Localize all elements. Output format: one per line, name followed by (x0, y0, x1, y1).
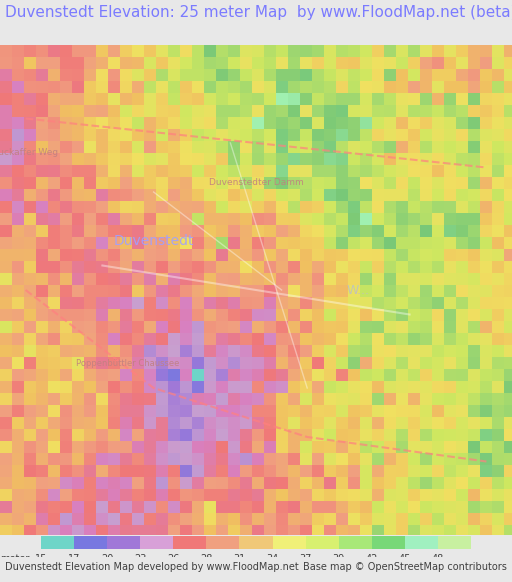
FancyBboxPatch shape (438, 536, 471, 549)
Text: Puckaffer Weg: Puckaffer Weg (0, 148, 58, 157)
Text: Duvenstedter Damm: Duvenstedter Damm (208, 178, 304, 187)
FancyBboxPatch shape (206, 536, 240, 549)
Text: 23: 23 (134, 553, 146, 564)
FancyBboxPatch shape (173, 536, 206, 549)
Text: 37: 37 (300, 553, 312, 564)
FancyBboxPatch shape (74, 536, 107, 549)
Text: Duvenstedt Elevation Map developed by www.FloodMap.net: Duvenstedt Elevation Map developed by ww… (5, 562, 299, 572)
Text: W...: W... (347, 283, 370, 296)
Text: 17: 17 (68, 553, 80, 564)
Text: Duvenstedt Elevation: 25 meter Map  by www.FloodMap.net (beta): Duvenstedt Elevation: 25 meter Map by ww… (5, 5, 512, 20)
Text: 34: 34 (266, 553, 279, 564)
Text: 28: 28 (200, 553, 212, 564)
Text: 42: 42 (366, 553, 378, 564)
Text: Poppenbüttler Chaussee: Poppenbüttler Chaussee (76, 359, 180, 368)
Text: 45: 45 (399, 553, 411, 564)
Text: 39: 39 (333, 553, 345, 564)
FancyBboxPatch shape (272, 536, 306, 549)
FancyBboxPatch shape (372, 536, 405, 549)
Text: 26: 26 (167, 553, 180, 564)
FancyBboxPatch shape (240, 536, 272, 549)
Text: 15: 15 (35, 553, 47, 564)
FancyBboxPatch shape (140, 536, 173, 549)
Text: 31: 31 (233, 553, 246, 564)
Text: meter: meter (0, 553, 29, 564)
FancyBboxPatch shape (306, 536, 339, 549)
FancyBboxPatch shape (41, 536, 74, 549)
FancyBboxPatch shape (107, 536, 140, 549)
Text: Base map © OpenStreetMap contributors: Base map © OpenStreetMap contributors (303, 562, 507, 572)
Text: 48: 48 (432, 553, 444, 564)
FancyBboxPatch shape (405, 536, 438, 549)
Text: Duvenstedt: Duvenstedt (113, 234, 194, 248)
FancyBboxPatch shape (339, 536, 372, 549)
Text: 20: 20 (101, 553, 113, 564)
